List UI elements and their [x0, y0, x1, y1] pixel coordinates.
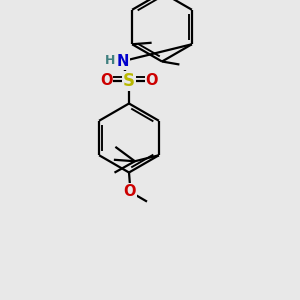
Text: H: H	[105, 53, 115, 67]
Text: N: N	[117, 54, 129, 69]
Text: S: S	[123, 72, 135, 90]
Text: O: O	[146, 73, 158, 88]
Text: O: O	[100, 73, 112, 88]
Text: O: O	[124, 184, 136, 199]
